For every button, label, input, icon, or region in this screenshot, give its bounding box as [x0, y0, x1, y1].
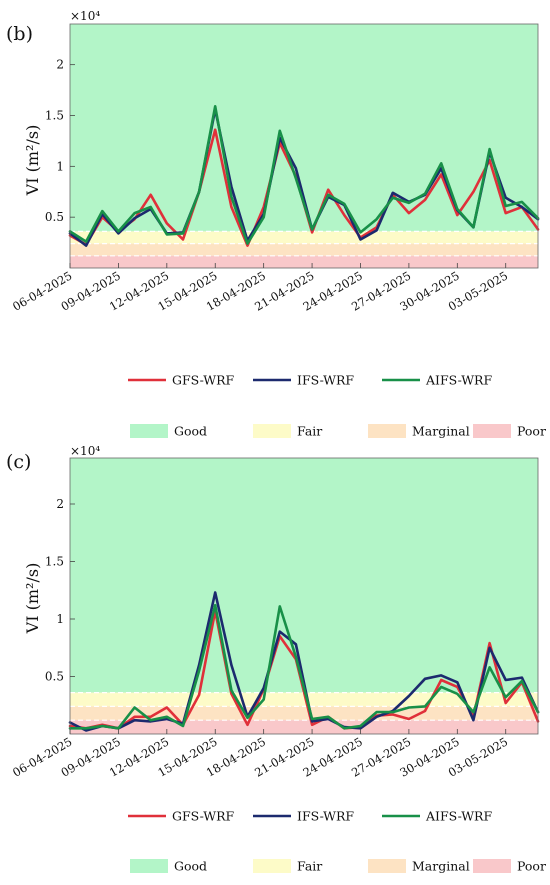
legend-label: Fair	[297, 859, 322, 874]
y-tick-labels: 0.5 1 1.5 2	[45, 497, 64, 684]
band-good	[70, 458, 538, 693]
quality-bands	[70, 458, 538, 734]
y-exponent-label: ×10⁴	[70, 9, 100, 23]
panel-label: (b)	[6, 23, 33, 45]
legend-label: Marginal	[412, 424, 470, 439]
legend-swatch-fair	[253, 859, 291, 873]
legend-label: GFS-WRF	[172, 373, 234, 388]
series-legend-c: GFS-WRF IFS-WRF AIFS-WRF	[128, 809, 492, 824]
legend-label: IFS-WRF	[297, 809, 354, 824]
y-axis-label: VI (m²/s)	[23, 125, 42, 197]
series-lines	[68, 591, 540, 732]
band-poor	[70, 255, 538, 268]
panel-label: (c)	[6, 451, 31, 473]
y-tick-label: 0.5	[45, 210, 64, 224]
legend-label: AIFS-WRF	[425, 373, 492, 388]
y-tick-label: 1	[56, 159, 64, 173]
band-legend-c: Good Fair Marginal Poor	[130, 859, 546, 874]
legend-label: AIFS-WRF	[425, 809, 492, 824]
y-tick-label: 2	[56, 497, 64, 511]
legend-swatch-fair	[253, 424, 291, 438]
band-fair	[70, 692, 538, 707]
axes-box	[69, 457, 539, 735]
y-tick-label: 1.5	[45, 109, 64, 123]
legend-label: Poor	[517, 424, 546, 439]
legend-label: IFS-WRF	[297, 373, 354, 388]
band-legend-b: Good Fair Marginal Poor	[130, 424, 546, 439]
legend-swatch-poor	[473, 859, 511, 873]
legend-swatch-marginal	[368, 424, 406, 438]
x-tick-labels: 06-04-202509-04-202512-04-202515-04-2025…	[10, 268, 510, 313]
legend-label: Fair	[297, 424, 322, 439]
y-tick-label: 2	[56, 58, 64, 72]
legend-label: Good	[174, 424, 207, 439]
series-legend-b: GFS-WRF IFS-WRF AIFS-WRF	[128, 373, 492, 388]
series-line-aifs-wrf	[68, 105, 540, 245]
x-tick-labels: 06-04-202509-04-202512-04-202515-04-2025…	[10, 734, 510, 779]
legend-swatch-poor	[473, 424, 511, 438]
y-axis-label: VI (m²/s)	[23, 563, 42, 635]
legend-swatch-good	[130, 859, 168, 873]
y-tick-label: 1.5	[45, 555, 64, 569]
y-tick-label: 0.5	[45, 670, 64, 684]
legend-swatch-marginal	[368, 859, 406, 873]
legend-label: GFS-WRF	[172, 809, 234, 824]
band-fair	[70, 231, 538, 244]
series-line-aifs-wrf	[68, 603, 540, 730]
legend-swatch-good	[130, 424, 168, 438]
y-tick-labels: 0.5 1 1.5 2	[45, 58, 64, 225]
y-tick-label: 1	[56, 612, 64, 626]
axes	[69, 23, 539, 269]
chart-panel-b: (b) ×10⁴ VI (m²/s) 0.5 1 1.5 2 06-04-202509…	[6, 9, 540, 314]
chart-panel-c: (c) ×10⁴ VI (m²/s) 0.5 1 1.5 2 06-04-202509…	[6, 444, 540, 780]
band-marginal	[70, 243, 538, 256]
legend-label: Marginal	[412, 859, 470, 874]
axes	[69, 457, 539, 735]
series-lines	[68, 105, 540, 247]
legend-label: Good	[174, 859, 207, 874]
y-exponent-label: ×10⁴	[70, 444, 100, 458]
band-dividers	[70, 230, 538, 257]
legend-label: Poor	[517, 859, 546, 874]
axes-box	[69, 23, 539, 269]
band-poor	[70, 720, 538, 734]
series-line-ifs-wrf	[68, 591, 540, 732]
